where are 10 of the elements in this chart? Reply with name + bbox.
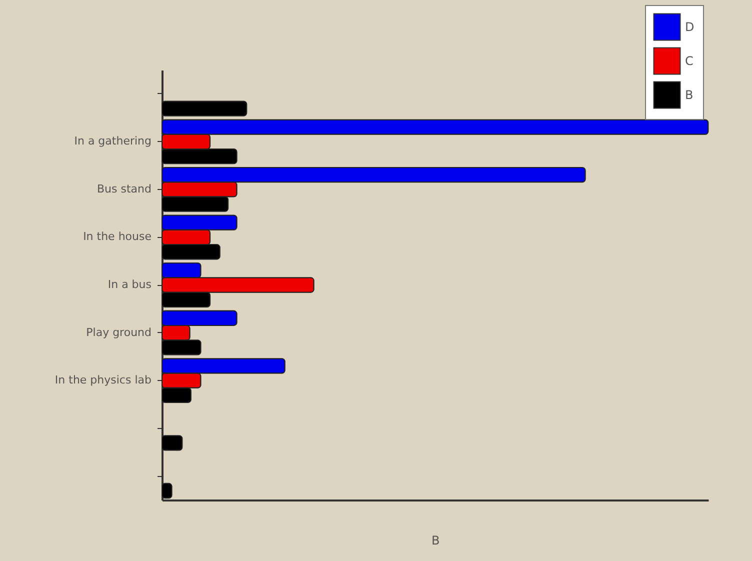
y-tick-label: In the physics lab: [54, 374, 152, 387]
y-tick-label: In a bus: [108, 278, 152, 291]
x-axis-title: B: [431, 534, 440, 548]
y-tick-label: Bus stand: [97, 182, 152, 196]
legend-label: C: [685, 54, 694, 68]
legend-label: B: [685, 88, 694, 102]
legend-label: D: [685, 20, 694, 34]
y-tick-label: In a gathering: [74, 134, 152, 148]
y-tick-label: Play ground: [86, 326, 152, 339]
y-tick-label: In the house: [83, 230, 152, 244]
